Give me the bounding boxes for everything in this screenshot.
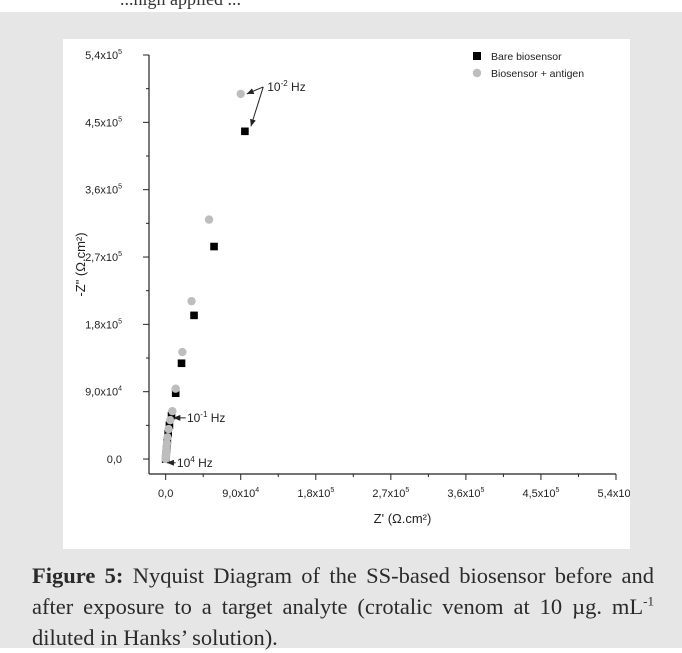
x-tick-label: 3,6x105 [447,487,484,500]
data-point-antigen-11 [171,384,180,393]
data-point-antigen-8 [164,424,173,434]
legend: Bare biosensor Biosensor + antigen [472,51,584,80]
x-tick-label: 9,0x104 [222,487,259,500]
data-point-antigen-7 [163,433,172,442]
annotation-arrow-low-freq [250,86,264,127]
data-point-bare-13 [190,311,198,320]
header-text: ...high applied ... [120,0,241,10]
data-point-bare-15 [241,127,249,136]
legend-label-0: Bare biosensor [491,51,562,63]
data-point-bare-14 [210,242,218,251]
annotation-label-mid-freq: 10-1 Hz [187,410,225,425]
x-tick-label: 0,0 [158,488,173,500]
figure-caption: Figure 5: Nyquist Diagram of the SS-base… [32,560,654,653]
data-point-antigen-15 [236,89,245,99]
figure-card: 0,0 9,0x104 1,8x105 2,7x105 3,6x105 4,5x105 5,… [0,12,682,650]
y-tick-label: 9,0x104 [85,386,122,399]
nyquist-chart: 0,0 9,0x104 1,8x105 2,7x105 3,6x105 4,5x105 5,… [73,49,630,526]
annotation-arrow-low-freq [246,86,264,95]
data-point-antigen-10 [168,406,177,416]
annotation-label-low-freq: 10-2 Hz [267,79,305,94]
x-tick-label: 1,8x105 [297,487,334,500]
legend-marker-antigen [472,68,482,78]
marks-layer [161,89,249,464]
y-tick-label: 1,8x105 [85,318,122,331]
axes-layer: 0,0 9,0x104 1,8x105 2,7x105 3,6x105 4,5x105 5,… [73,49,630,526]
legend-label-1: Biosensor + antigen [491,68,584,80]
figure-image-panel: 0,0 9,0x104 1,8x105 2,7x105 3,6x105 4,5x105 5,… [63,39,630,549]
legend-marker-bare [473,52,481,60]
data-point-antigen-14 [204,215,214,224]
annotations-layer: 10-2 Hz 10-1 Hz 104 Hz [166,79,306,470]
x-axis-title: Z' (Ω.cm²) [374,511,432,526]
y-tick-label: 0,0 [107,454,122,466]
data-point-antigen-12 [178,347,187,357]
y-tick-label: 3,6x105 [85,184,122,197]
caption-label: Figure 5: [32,563,124,588]
y-tick-label: 5,4x105 [85,49,122,62]
data-point-bare-10 [167,411,176,420]
annotation-label-high-freq: 104 Hz [177,455,213,470]
x-tick-label: 5,4x105 [598,487,630,500]
y-tick-label: 4,5x105 [85,116,122,129]
caption-text-a: Nyquist Diagram of the SS-based biosenso… [32,563,654,619]
header-text-strip: ...high applied ... [0,0,682,12]
caption-text-b: diluted in Hanks’ solution). [32,625,278,650]
data-point-bare-12 [177,359,186,368]
y-axis-title: -Z" (Ω.cm²) [73,232,88,296]
x-tick-label: 2,7x105 [372,487,409,500]
data-point-antigen-9 [166,415,175,425]
y-tick-label: 2,7x105 [85,251,122,264]
data-point-antigen-13 [187,296,196,306]
x-tick-label: 4,5x105 [522,487,559,500]
caption-sup: -1 [643,593,654,609]
data-point-bare-11 [171,389,180,397]
